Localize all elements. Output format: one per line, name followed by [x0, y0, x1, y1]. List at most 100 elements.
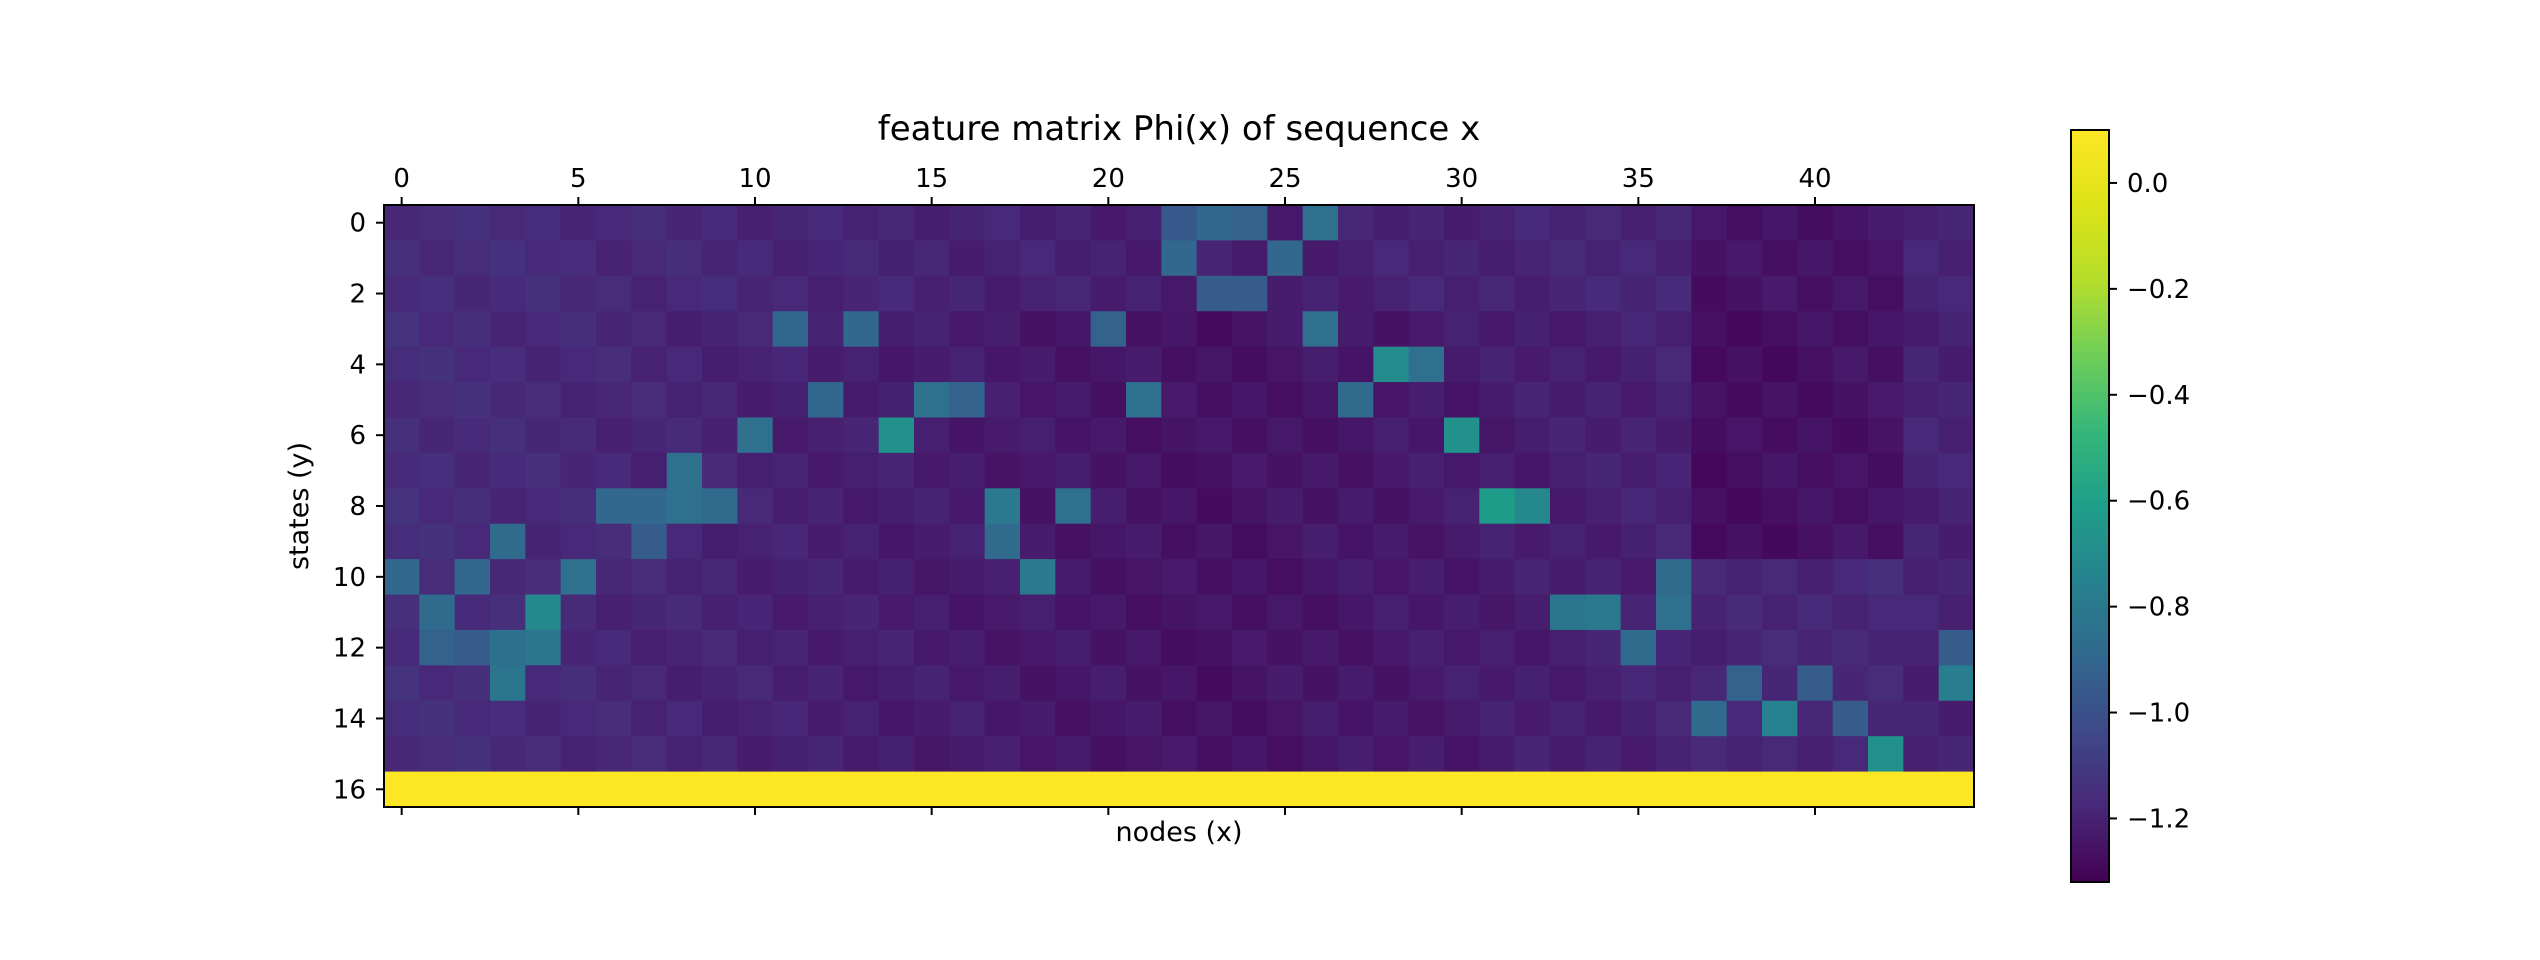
heatmap-cell	[1550, 452, 1586, 489]
heatmap-cell	[490, 771, 526, 808]
heatmap-cell	[560, 629, 597, 666]
heatmap-cell	[525, 523, 562, 560]
heatmap-cell	[843, 700, 880, 737]
heatmap-cell	[384, 523, 420, 560]
heatmap-cell	[1444, 736, 1480, 773]
heatmap-cell	[1408, 275, 1445, 312]
heatmap-cell	[1514, 700, 1551, 737]
heatmap-cell	[1232, 559, 1268, 596]
heatmap-cell	[1090, 559, 1127, 596]
heatmap-cell	[1832, 736, 1869, 773]
heatmap-cell	[1055, 452, 1092, 489]
heatmap-cell	[454, 417, 491, 454]
heatmap-cell	[1090, 382, 1127, 419]
heatmap-cell	[1302, 700, 1339, 737]
heatmap-cell	[1620, 488, 1657, 525]
heatmap-cell	[1691, 700, 1728, 737]
heatmap-cell	[1267, 240, 1304, 277]
heatmap-cell	[1232, 346, 1268, 383]
heatmap-cell	[772, 417, 809, 454]
heatmap-cell	[1938, 665, 1975, 702]
heatmap-cell	[1550, 629, 1586, 666]
heatmap-cell	[631, 736, 668, 773]
heatmap-cell	[1161, 346, 1198, 383]
heatmap-cell	[560, 488, 597, 525]
heatmap-cell	[1762, 771, 1798, 808]
heatmap-cell	[702, 736, 738, 773]
heatmap-cell	[1620, 771, 1657, 808]
heatmap-cell	[1550, 665, 1586, 702]
heatmap-cell	[737, 771, 774, 808]
heatmap-cell	[1762, 559, 1798, 596]
heatmap-cell	[560, 240, 597, 277]
heatmap-cell	[1550, 523, 1586, 560]
heatmap-cell	[1196, 346, 1233, 383]
heatmap-cell	[631, 346, 668, 383]
heatmap-cell	[1762, 523, 1798, 560]
heatmap-cell	[702, 275, 738, 312]
heatmap-cell	[1267, 488, 1304, 525]
heatmap-cell	[1797, 346, 1834, 383]
heatmap-cell	[1302, 382, 1339, 419]
heatmap-cell	[1196, 382, 1233, 419]
heatmap-cell	[737, 311, 774, 348]
heatmap-cell	[772, 665, 809, 702]
heatmap-cell	[1726, 594, 1763, 631]
heatmap-cell	[984, 629, 1021, 666]
heatmap-cell	[1550, 346, 1586, 383]
heatmap-cell	[1656, 629, 1692, 666]
heatmap-cell	[1338, 311, 1374, 348]
heatmap-cell	[596, 346, 632, 383]
heatmap-cell	[702, 559, 738, 596]
heatmap-cell	[1726, 665, 1763, 702]
heatmap-cell	[1196, 700, 1233, 737]
heatmap-cell	[596, 594, 632, 631]
heatmap-cell	[1762, 665, 1798, 702]
heatmap-cell	[525, 311, 562, 348]
heatmap-cell	[1126, 771, 1162, 808]
heatmap-cell	[1868, 594, 1904, 631]
heatmap-cell	[949, 417, 986, 454]
heatmap-cell	[454, 594, 491, 631]
heatmap-cell	[1055, 417, 1092, 454]
heatmap-cell	[1726, 240, 1763, 277]
heatmap-cell	[772, 240, 809, 277]
heatmap-cell	[1514, 523, 1551, 560]
heatmap-cell	[914, 665, 950, 702]
heatmap-cell	[808, 240, 844, 277]
heatmap-cell	[949, 275, 986, 312]
heatmap-cell	[1267, 311, 1304, 348]
heatmap-cell	[525, 700, 562, 737]
heatmap-cell	[1232, 488, 1268, 525]
heatmap-cell	[914, 629, 950, 666]
heatmap-cell	[1797, 275, 1834, 312]
heatmap-cell	[914, 523, 950, 560]
heatmap-cell	[596, 382, 632, 419]
heatmap-cell	[1338, 275, 1374, 312]
heatmap-cell	[737, 665, 774, 702]
heatmap-cell	[1726, 311, 1763, 348]
heatmap-cell	[1585, 275, 1622, 312]
heatmap-cell	[1055, 346, 1092, 383]
heatmap-cell	[1832, 346, 1869, 383]
heatmap-cells	[384, 205, 1975, 808]
heatmap-cell	[984, 523, 1021, 560]
heatmap-cell	[525, 736, 562, 773]
heatmap-cell	[1832, 594, 1869, 631]
heatmap-cell	[631, 311, 668, 348]
heatmap-cell	[1267, 452, 1304, 489]
heatmap-cell	[1479, 205, 1516, 242]
heatmap-cell	[914, 382, 950, 419]
heatmap-cell	[1797, 665, 1834, 702]
heatmap-cell	[808, 700, 844, 737]
heatmap-cell	[419, 275, 456, 312]
heatmap-cell	[949, 629, 986, 666]
heatmap-cell	[1938, 523, 1975, 560]
heatmap-cell	[1302, 275, 1339, 312]
heatmap-cell	[772, 488, 809, 525]
heatmap-cell	[666, 417, 703, 454]
heatmap-cell	[525, 629, 562, 666]
heatmap-cell	[1302, 736, 1339, 773]
heatmap-cell	[560, 559, 597, 596]
heatmap-cell	[596, 700, 632, 737]
